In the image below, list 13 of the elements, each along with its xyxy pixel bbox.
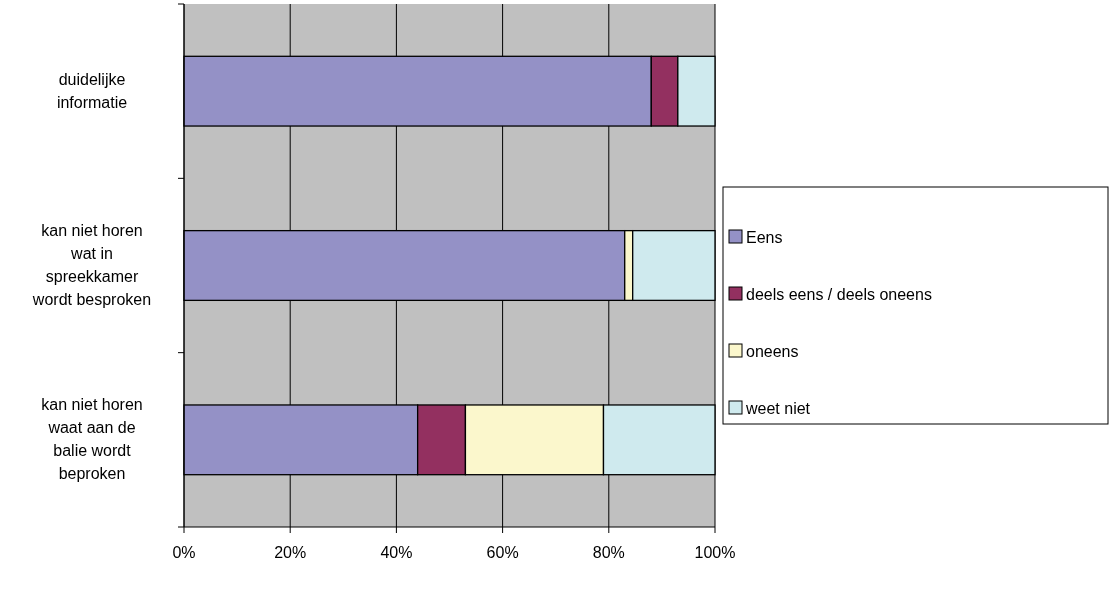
x-tick-label: 0%	[172, 544, 196, 561]
x-tick-label: 100%	[694, 544, 736, 561]
legend-label: deels eens / deels oneens	[746, 286, 932, 303]
legend-label: weet niet	[745, 400, 811, 417]
legend-label: Eens	[746, 229, 783, 246]
x-tick-label: 40%	[380, 544, 413, 561]
legend-label: oneens	[746, 343, 799, 360]
x-tick-label: 20%	[274, 544, 307, 561]
y-tick-label: kan niet horen wat in spreekkamer wordt besproken	[31, 222, 152, 308]
y-tick-label: duidelijke informatie	[56, 70, 128, 111]
x-tick-label: 80%	[592, 544, 625, 561]
x-tick-label: 60%	[486, 544, 519, 561]
y-tick-label: kan niet horen waat aan de balie wordt beproken	[41, 396, 143, 483]
